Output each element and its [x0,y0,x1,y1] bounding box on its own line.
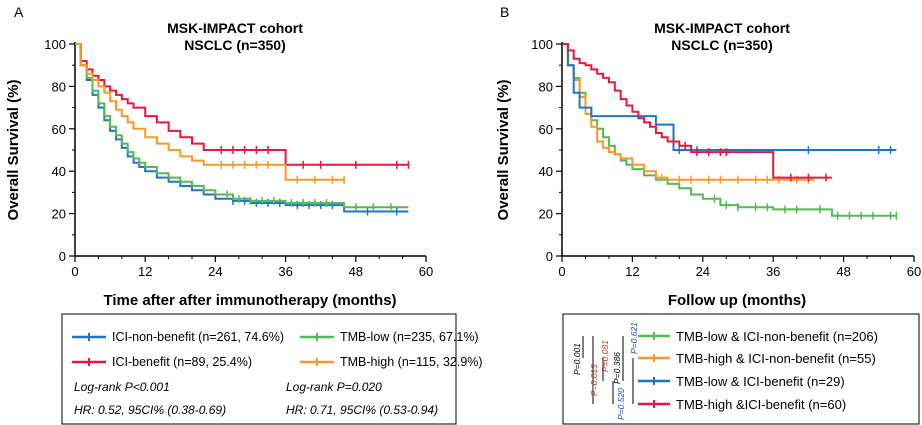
legend-label-tmb-low-ici-non-benefit: TMB-low & ICI-non-benefit (n=206) [676,329,878,344]
legend-label-tmb-high: TMB-high (n=115, 32.9%) [340,355,483,369]
x-tick-label: 48 [836,264,850,279]
y-tick-label: 60 [539,122,553,137]
hr-ici: HR: 0.52, 95CI% (0.38-0.69) [74,403,226,417]
y-tick-label: 20 [52,207,66,222]
x-tick-label: 24 [208,264,222,279]
panel-b-x-axis-label: Follow up (months) [668,292,806,309]
panel-a-series [75,43,410,216]
x-tick-label: 0 [558,264,565,279]
y-tick-label: 60 [52,122,66,137]
pvalue-6: P=0.621 [629,322,639,354]
km-curve-b-0 [562,43,897,217]
panel-b-axes: 0 12 24 36 48 60 0 20 40 60 80 100 [531,37,921,279]
y-tick-label: 20 [539,207,553,222]
y-tick-label: 100 [531,37,553,52]
panel-b-legend-box [562,313,920,425]
y-tick-label: 40 [539,164,553,179]
x-tick-label: 60 [419,264,433,279]
panel-a-title-line1: MSK-IMPACT cohort [167,20,303,36]
pvalue-1: P=0.001 [572,343,582,375]
km-curve-b-3 [562,43,832,179]
legend-label-ici-benefit: ICI-benefit (n=89, 25.4%) [112,355,252,369]
x-tick-label: 36 [766,264,780,279]
pvalue-5: P=0.386 [612,352,622,384]
legend-label-tmb-high-ici-non-benefit: TMB-high & ICI-non-benefit (n=55) [676,351,876,366]
y-tick-label: 40 [52,164,66,179]
panel-a-legend-box [61,313,457,425]
x-tick-label: 12 [625,264,639,279]
panel-a-legend: ICI-non-benefit (n=261, 74.6%) TMB-low (… [61,313,483,425]
logrank-ici: Log-rank P<0.001 [74,380,170,394]
panel-b-series [562,43,898,220]
x-tick-label: 12 [138,264,152,279]
legend-label-tmb-low-ici-benefit: TMB-low & ICI-benefit (n=29) [676,374,845,389]
x-tick-label: 36 [278,264,292,279]
panel-b-title-line1: MSK-IMPACT cohort [654,20,790,36]
panel-a-x-axis-label: Time after after immunotherapy (months) [103,292,396,309]
panel-a-letter: A [14,4,24,20]
y-tick-label: 0 [59,249,66,264]
y-tick-label: 0 [546,249,553,264]
x-tick-label: 60 [907,264,921,279]
panel-a-axes: 0 12 24 36 48 60 0 20 40 60 80 100 [44,37,433,279]
km-curve-a-3 [75,43,345,181]
logrank-tmb: Log-rank P=0.020 [286,380,382,394]
km-curve-a-1 [75,43,409,209]
panel-b: B MSK-IMPACT cohort NSCLC (n=350) 0 12 24 3… [495,4,921,425]
y-tick-label: 80 [539,79,553,94]
panel-b-letter: B [500,4,509,20]
x-tick-label: 48 [349,264,363,279]
pvalue-4: P=0.520 [616,388,626,420]
legend-label-tmb-high-ici-benefit: TMB-high &ICI-benefit (n=60) [676,397,846,412]
x-tick-label: 24 [696,264,710,279]
y-tick-label: 80 [52,79,66,94]
pvalue-3: P=0.081 [600,340,610,372]
panel-b-legend: P=0.001 P=0.013 P=0.081 P=0.520 P=0.386 … [562,313,920,425]
panel-a: A MSK-IMPACT cohort NSCLC (n=350) 0 12 24 3… [5,4,483,425]
pvalue-brackets: P=0.001 P=0.013 P=0.081 P=0.520 P=0.386 … [572,322,639,420]
panel-b-y-axis-label: Overall Survival (%) [495,80,512,221]
y-tick-label: 100 [44,37,66,52]
panel-b-title-line2: NSCLC (n=350) [671,37,773,53]
x-tick-label: 0 [71,264,78,279]
km-curve-a-0 [75,43,409,213]
panel-a-title-line2: NSCLC (n=350) [184,37,286,53]
km-curve-b-1 [562,43,815,181]
km-curve-a-2 [75,43,409,166]
legend-label-tmb-low: TMB-low (n=235, 67.1%) [340,330,479,344]
pvalue-2: P=0.013 [589,364,599,396]
legend-label-ici-non-benefit: ICI-non-benefit (n=261, 74.6%) [112,330,284,344]
km-curve-b-2 [562,43,897,151]
hr-tmb: HR: 0.71, 95CI% (0.53-0.94) [286,403,438,417]
panel-a-y-axis-label: Overall Survival (%) [5,80,22,221]
